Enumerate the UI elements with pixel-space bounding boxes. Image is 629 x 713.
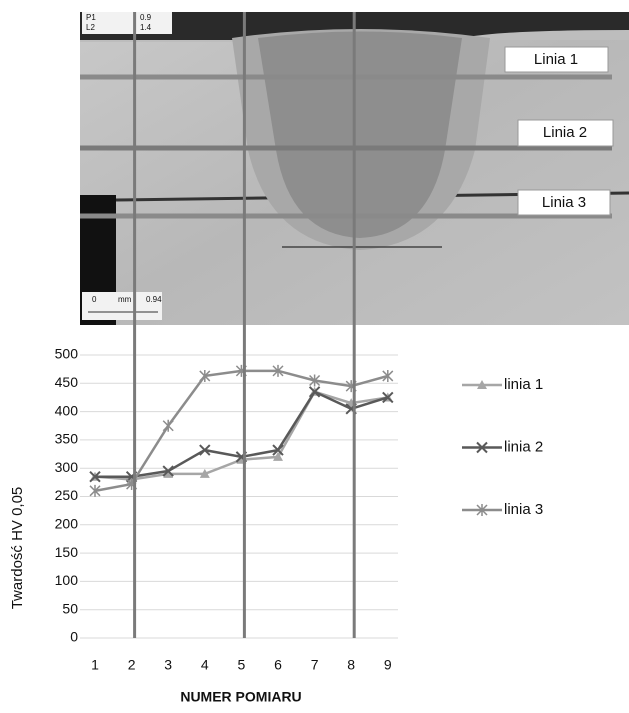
x-tick-label: 2 — [128, 657, 136, 673]
line-label-box — [517, 119, 614, 147]
scale-label: mm — [118, 295, 132, 304]
line-label-box — [517, 189, 611, 216]
series-line — [94, 369, 389, 493]
y-tick-label: 100 — [55, 572, 79, 588]
y-tick-label: 500 — [55, 346, 79, 362]
marker — [308, 386, 321, 398]
marker — [89, 484, 101, 497]
y-tick-label: 450 — [55, 374, 79, 390]
chart: 0 50 100 150 200 250 300 350 400 450 500 1 2 3 4 5 6 7 8 9 l… — [55, 346, 544, 673]
legend-label: linia 3 — [504, 501, 543, 518]
marker — [199, 468, 210, 478]
marker — [272, 444, 284, 456]
weld — [258, 31, 462, 238]
marker — [476, 441, 488, 454]
line-label: Linia 3 — [542, 194, 586, 211]
y-tick-label: 150 — [55, 544, 79, 560]
scale-label: 0 — [92, 295, 97, 304]
x-tick-label: 8 — [347, 657, 355, 673]
scale-box — [82, 292, 162, 320]
legend-label: linia 2 — [504, 438, 543, 455]
line-label: Linia 2 — [543, 124, 587, 141]
corner-label: 1.4 — [140, 23, 152, 32]
marker — [162, 465, 174, 477]
marker — [162, 419, 174, 432]
x-tick-label: 9 — [384, 657, 392, 673]
marker — [309, 374, 321, 387]
legend-label: linia 1 — [504, 376, 543, 393]
y-tick-label: 0 — [70, 629, 78, 645]
marker — [382, 391, 394, 404]
marker — [199, 369, 211, 382]
corner-label: L2 — [86, 23, 95, 32]
x-tick-label: 3 — [164, 657, 172, 673]
y-tick-label: 250 — [55, 487, 79, 503]
x-tick-label: 4 — [201, 657, 209, 673]
marker — [382, 369, 394, 382]
series-line — [95, 390, 389, 478]
x-tick-label: 1 — [91, 657, 99, 673]
marker — [476, 504, 488, 516]
marker — [199, 444, 211, 456]
y-tick-label: 400 — [55, 402, 79, 418]
y-tick-label: 300 — [55, 459, 79, 475]
marker — [273, 451, 283, 461]
corner-label: 0.9 — [140, 13, 152, 22]
y-tick-label: 350 — [55, 431, 79, 447]
scale-label: 0.94 — [146, 295, 162, 304]
x-tick-label: 6 — [274, 657, 282, 673]
y-tick-label: 50 — [62, 600, 78, 616]
marker — [89, 470, 101, 483]
y-axis-title: Twardość HV 0,05 — [9, 487, 26, 610]
marker — [477, 380, 487, 389]
x-tick-label: 7 — [311, 657, 319, 673]
line-label: Linia 1 — [534, 51, 578, 68]
corner-box — [82, 12, 172, 34]
corner-label: P1 — [86, 13, 96, 22]
marker — [163, 468, 174, 478]
x-tick-label: 5 — [238, 657, 246, 673]
marker — [272, 364, 284, 377]
x-axis-title: NUMER POMIARU — [180, 689, 301, 705]
y-tick-label: 200 — [55, 516, 79, 532]
line-label-box — [504, 46, 609, 73]
